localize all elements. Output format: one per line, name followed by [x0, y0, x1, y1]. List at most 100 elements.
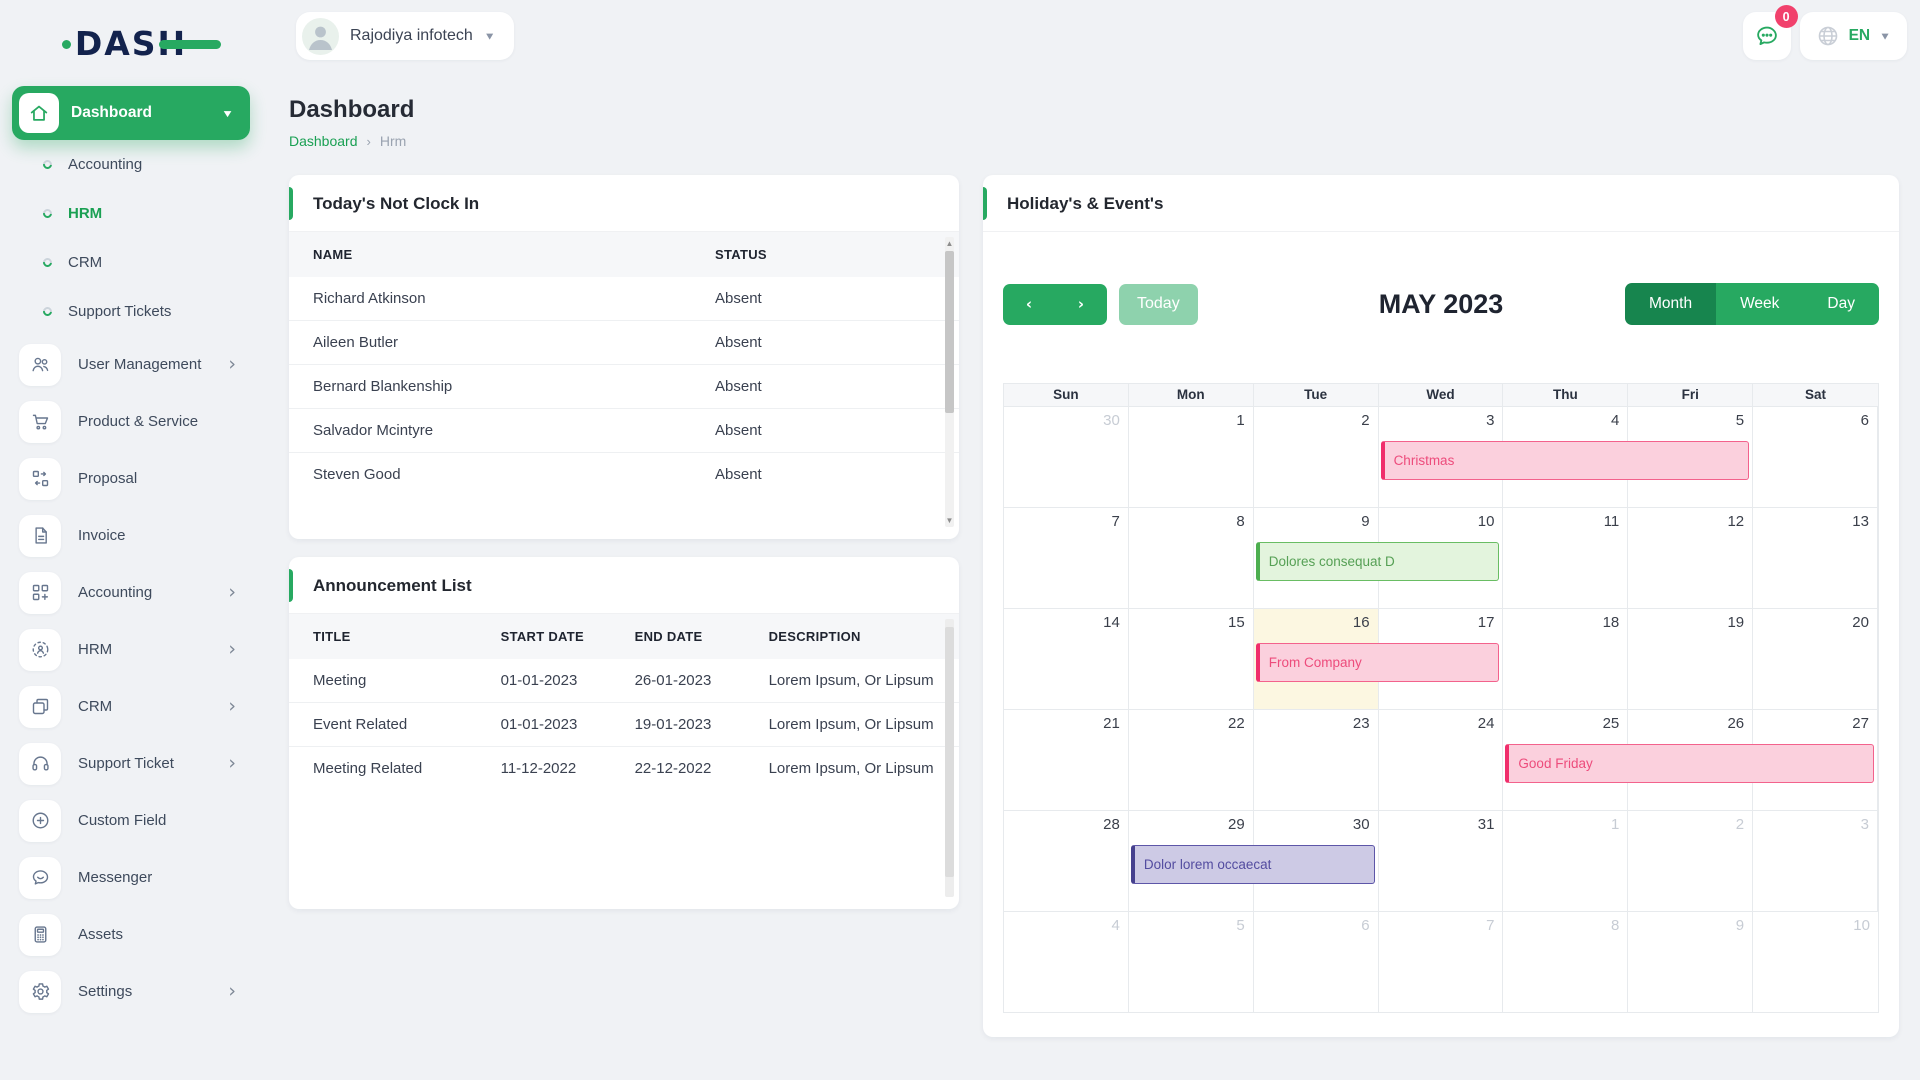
calendar-week-row: 28 29 30 31 1 2 3 Dolor lorem occaecat [1004, 811, 1878, 912]
calendar-day[interactable]: 2 [1254, 407, 1379, 507]
company-selector[interactable]: Rajodiya infotech ▼ [296, 12, 514, 60]
calendar-event-good-friday[interactable]: Good Friday [1505, 744, 1874, 783]
calendar-day[interactable]: 30 [1004, 407, 1129, 507]
prev-month-button[interactable]: ‹ [1025, 295, 1033, 313]
calendar-day[interactable]: 12 [1628, 508, 1754, 608]
day-header-thu: Thu [1503, 384, 1629, 406]
sidebar-subitem-support-tickets[interactable]: Support Tickets [12, 287, 250, 336]
sidebar-subitem-label: CRM [68, 254, 103, 271]
calendar-day[interactable]: 18 [1503, 609, 1629, 709]
calendar-day[interactable]: 5 [1628, 407, 1754, 507]
sidebar-item-custom-field[interactable]: Custom Field [12, 792, 250, 849]
sidebar-item-label: Proposal [78, 470, 138, 487]
notification-badge: 0 [1774, 5, 1798, 28]
calendar-day[interactable]: 27 [1753, 710, 1878, 810]
calendar-day[interactable]: 9 [1628, 912, 1754, 1012]
table-scrollbar[interactable]: ▲ ▼ [945, 237, 954, 527]
bullet-icon [41, 158, 54, 171]
calendar-week-row: 4 5 6 7 8 9 10 [1004, 912, 1878, 1013]
calendar-day[interactable]: 20 [1753, 609, 1878, 709]
messages-button[interactable]: 0 [1742, 5, 1798, 60]
chevron-right-icon: › [228, 752, 236, 774]
calendar-day[interactable]: 6 [1753, 407, 1878, 507]
calendar-day[interactable]: 10 [1853, 917, 1870, 934]
calendar-day[interactable]: 21 [1004, 710, 1129, 810]
hrm-icon [19, 628, 61, 671]
column-header: START DATE [476, 614, 611, 659]
calendar-day[interactable]: 17 [1379, 609, 1504, 709]
sidebar-subitem-crm[interactable]: CRM [12, 238, 250, 287]
view-month-button[interactable]: Month [1624, 283, 1717, 325]
sidebar-item-product-service[interactable]: Product & Service [12, 393, 250, 450]
calendar-event-from-company[interactable]: From Company [1255, 643, 1500, 682]
sidebar-item-dashboard[interactable]: Dashboard ▼ [12, 86, 250, 140]
calendar-day[interactable]: 3 [1753, 811, 1878, 911]
messenger-icon [19, 856, 61, 899]
calendar-day[interactable]: 7 [1004, 508, 1129, 608]
table-scrollbar[interactable] [945, 619, 954, 897]
sidebar-item-assets[interactable]: Assets [12, 906, 250, 963]
calendar-event-dolores-consequat-d[interactable]: Dolores consequat D [1255, 542, 1500, 581]
calendar-day[interactable]: 22 [1129, 710, 1254, 810]
table-cell: Lorem Ipsum, Or Lipsum [768, 672, 934, 689]
calendar-event-dolor-lorem-occaecat[interactable]: Dolor lorem occaecat [1130, 845, 1375, 884]
not-clock-in-card: Today's Not Clock In NAME STATUS Richard … [289, 175, 959, 539]
calendar-day[interactable]: 11 [1503, 508, 1629, 608]
view-week-button[interactable]: Week [1716, 283, 1804, 325]
sidebar-item-hrm[interactable]: HRM › [12, 621, 250, 678]
calendar-day[interactable]: 30 [1254, 811, 1379, 911]
calendar-day[interactable]: 6 [1254, 912, 1379, 1012]
calendar-day[interactable]: 24 [1379, 710, 1504, 810]
calendar-day[interactable]: 28 [1004, 811, 1129, 911]
calendar-day[interactable]: 13 [1753, 508, 1878, 608]
calendar-day[interactable]: 1 [1129, 407, 1254, 507]
calendar-day[interactable]: 10 [1379, 508, 1504, 608]
view-day-button[interactable]: Day [1803, 283, 1879, 325]
calendar-toolbar: ‹ › Today MAY 2023 Month Week Day [983, 232, 1899, 383]
calendar-day[interactable]: 8 [1129, 508, 1254, 608]
sidebar-item-crm[interactable]: CRM › [12, 678, 250, 735]
calendar-day[interactable]: 4 [1004, 912, 1129, 1012]
language-selector[interactable]: EN ▼ [1799, 12, 1907, 60]
scroll-down-icon[interactable]: ▼ [945, 516, 954, 525]
scrollbar-thumb[interactable] [945, 627, 954, 878]
scroll-up-icon[interactable]: ▲ [945, 239, 954, 248]
chevron-down-icon: ▼ [1879, 30, 1891, 42]
topbar: Rajodiya infotech ▼ 0 EN ▼ [262, 0, 1920, 72]
card-accent-bar [289, 187, 293, 220]
dashboard-submenu: Accounting HRM CRM Support Tickets [12, 140, 250, 336]
calendar-day[interactable]: 5 [1129, 912, 1254, 1012]
sidebar-item-user-management[interactable]: User Management › [12, 336, 250, 393]
sidebar-item-messenger[interactable]: Messenger [12, 849, 250, 906]
scrollbar-thumb[interactable] [945, 251, 954, 414]
logo-dot [61, 39, 71, 49]
table-cell: Richard Atkinson [313, 290, 426, 307]
calendar-day[interactable]: 19 [1628, 609, 1754, 709]
proposal-icon [19, 457, 61, 500]
calendar-day[interactable]: 2 [1628, 811, 1754, 911]
calendar-day[interactable]: 8 [1503, 912, 1629, 1012]
cart-icon [19, 400, 61, 443]
breadcrumb-dashboard-link[interactable]: Dashboard [289, 133, 358, 149]
language-code: EN [1848, 27, 1871, 44]
calendar-day[interactable]: 31 [1379, 811, 1504, 911]
sidebar-item-accounting[interactable]: Accounting › [12, 564, 250, 621]
calendar-day[interactable]: 7 [1379, 912, 1504, 1012]
crm-icon [19, 685, 61, 728]
table-cell: 01-01-2023 [500, 672, 578, 689]
next-month-button[interactable]: › [1077, 295, 1085, 313]
calendar-day[interactable]: 14 [1004, 609, 1129, 709]
sidebar-item-settings[interactable]: Settings › [12, 963, 250, 1020]
sidebar-item-invoice[interactable]: Invoice [12, 507, 250, 564]
calendar-day[interactable]: 15 [1129, 609, 1254, 709]
calendar-day[interactable]: 23 [1254, 710, 1379, 810]
sidebar-subitem-hrm[interactable]: HRM [12, 189, 250, 238]
calendar-event-christmas[interactable]: Christmas [1380, 441, 1750, 480]
today-button[interactable]: Today [1119, 283, 1198, 325]
sidebar-item-support-ticket[interactable]: Support Ticket › [12, 735, 250, 792]
sidebar-item-proposal[interactable]: Proposal [12, 450, 250, 507]
sidebar-subitem-label: Accounting [68, 156, 143, 173]
day-header-wed: Wed [1379, 384, 1504, 406]
sidebar-subitem-accounting[interactable]: Accounting [12, 140, 250, 189]
calendar-day[interactable]: 1 [1503, 811, 1629, 911]
